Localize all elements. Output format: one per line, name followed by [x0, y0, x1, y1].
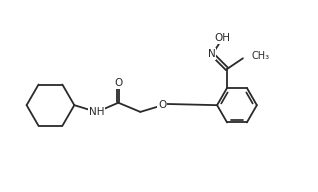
Text: CH₃: CH₃	[252, 51, 270, 61]
Text: NH: NH	[89, 107, 104, 117]
Text: O: O	[158, 100, 167, 110]
Text: N: N	[208, 49, 216, 59]
Text: O: O	[114, 78, 122, 88]
Text: OH: OH	[214, 33, 231, 43]
